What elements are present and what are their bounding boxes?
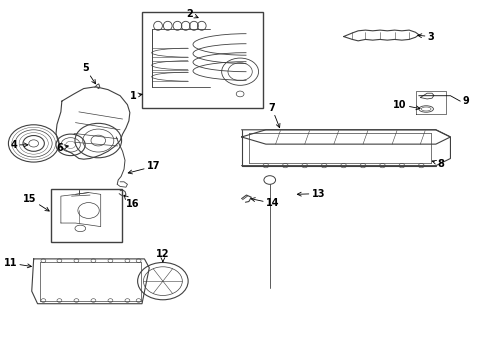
Text: 9: 9	[463, 96, 469, 106]
Text: 11: 11	[3, 258, 31, 268]
Text: 7: 7	[269, 103, 280, 128]
Text: 17: 17	[128, 161, 160, 174]
Text: 13: 13	[297, 189, 325, 199]
Text: 16: 16	[124, 195, 140, 210]
Text: 2: 2	[186, 9, 198, 19]
Text: 4: 4	[10, 140, 28, 150]
Text: 14: 14	[251, 198, 279, 208]
Text: 8: 8	[432, 159, 444, 169]
Text: 5: 5	[82, 63, 96, 84]
Text: 3: 3	[418, 32, 435, 41]
Bar	[142, 12, 264, 108]
Text: 1: 1	[130, 91, 142, 101]
Text: 12: 12	[156, 248, 170, 262]
Text: 6: 6	[56, 143, 68, 153]
Text: 10: 10	[393, 100, 420, 110]
Text: 15: 15	[23, 194, 49, 211]
Bar	[51, 189, 122, 242]
